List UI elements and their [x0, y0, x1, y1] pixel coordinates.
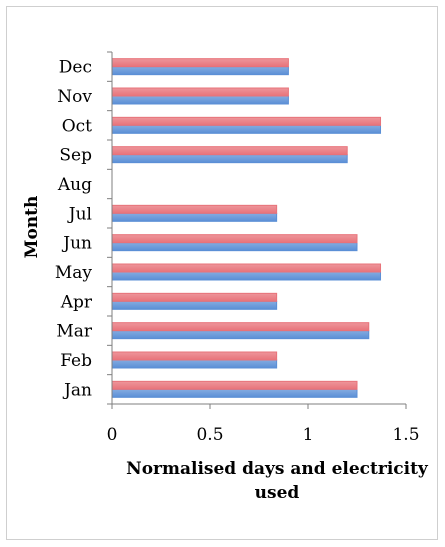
bar-oct-series-1 — [111, 124, 382, 134]
x-tick-label: 1.5 — [392, 425, 419, 445]
bar-mar-series-2 — [111, 322, 370, 332]
y-tick-label-feb: Feb — [60, 351, 92, 371]
y-tick-label-jun: Jun — [61, 234, 92, 254]
bar-dec-series-2 — [111, 58, 289, 68]
bar-jun-series-1 — [111, 242, 358, 252]
bar-feb-series-1 — [111, 359, 278, 369]
bar-jan-series-2 — [111, 380, 358, 390]
bar-jan-series-1 — [111, 388, 358, 398]
bar-may-series-1 — [111, 271, 382, 281]
y-axis-title: Month — [22, 196, 42, 259]
x-axis-title-line-2: used — [255, 483, 300, 503]
y-ticks-group: Jan Feb Mar Apr May Jun Jul Aug Sep Oct Nov Dec — [55, 51, 112, 405]
bar-may-series-2 — [111, 263, 382, 273]
y-tick-label-sep: Sep — [59, 146, 92, 166]
y-tick-label-jan: Jan — [62, 380, 92, 400]
bar-apr-series-1 — [111, 300, 278, 310]
bar-sep-series-2 — [111, 146, 348, 156]
y-tick-label-dec: Dec — [59, 58, 92, 78]
bar-nov-series-2 — [111, 87, 289, 97]
x-ticks-group: 0 0.5 1 1.5 — [107, 404, 420, 445]
bar-feb-series-2 — [111, 351, 278, 361]
y-tick-label-nov: Nov — [57, 87, 92, 107]
y-tick-label-aug: Aug — [57, 175, 92, 195]
y-tick-label-mar: Mar — [56, 322, 93, 342]
bar-apr-series-2 — [111, 292, 278, 302]
y-tick-label-may: May — [55, 263, 93, 283]
bars-group — [111, 58, 382, 398]
bar-nov-series-1 — [111, 95, 289, 105]
bar-jul-series-2 — [111, 204, 278, 214]
bar-sep-series-1 — [111, 154, 348, 164]
bar-jul-series-1 — [111, 212, 278, 222]
y-tick-label-jul: Jul — [67, 204, 92, 224]
bar-jun-series-2 — [111, 234, 358, 244]
bar-dec-series-1 — [111, 66, 289, 76]
x-tick-label: 0.5 — [196, 425, 223, 445]
x-axis-title-line-1: Normalised days and electricity — [126, 459, 429, 479]
y-tick-label-apr: Apr — [60, 292, 93, 312]
x-tick-label: 1 — [303, 425, 314, 445]
bar-oct-series-2 — [111, 116, 382, 126]
y-tick-label-oct: Oct — [62, 116, 92, 136]
x-tick-label: 0 — [107, 425, 118, 445]
bar-mar-series-1 — [111, 330, 370, 340]
